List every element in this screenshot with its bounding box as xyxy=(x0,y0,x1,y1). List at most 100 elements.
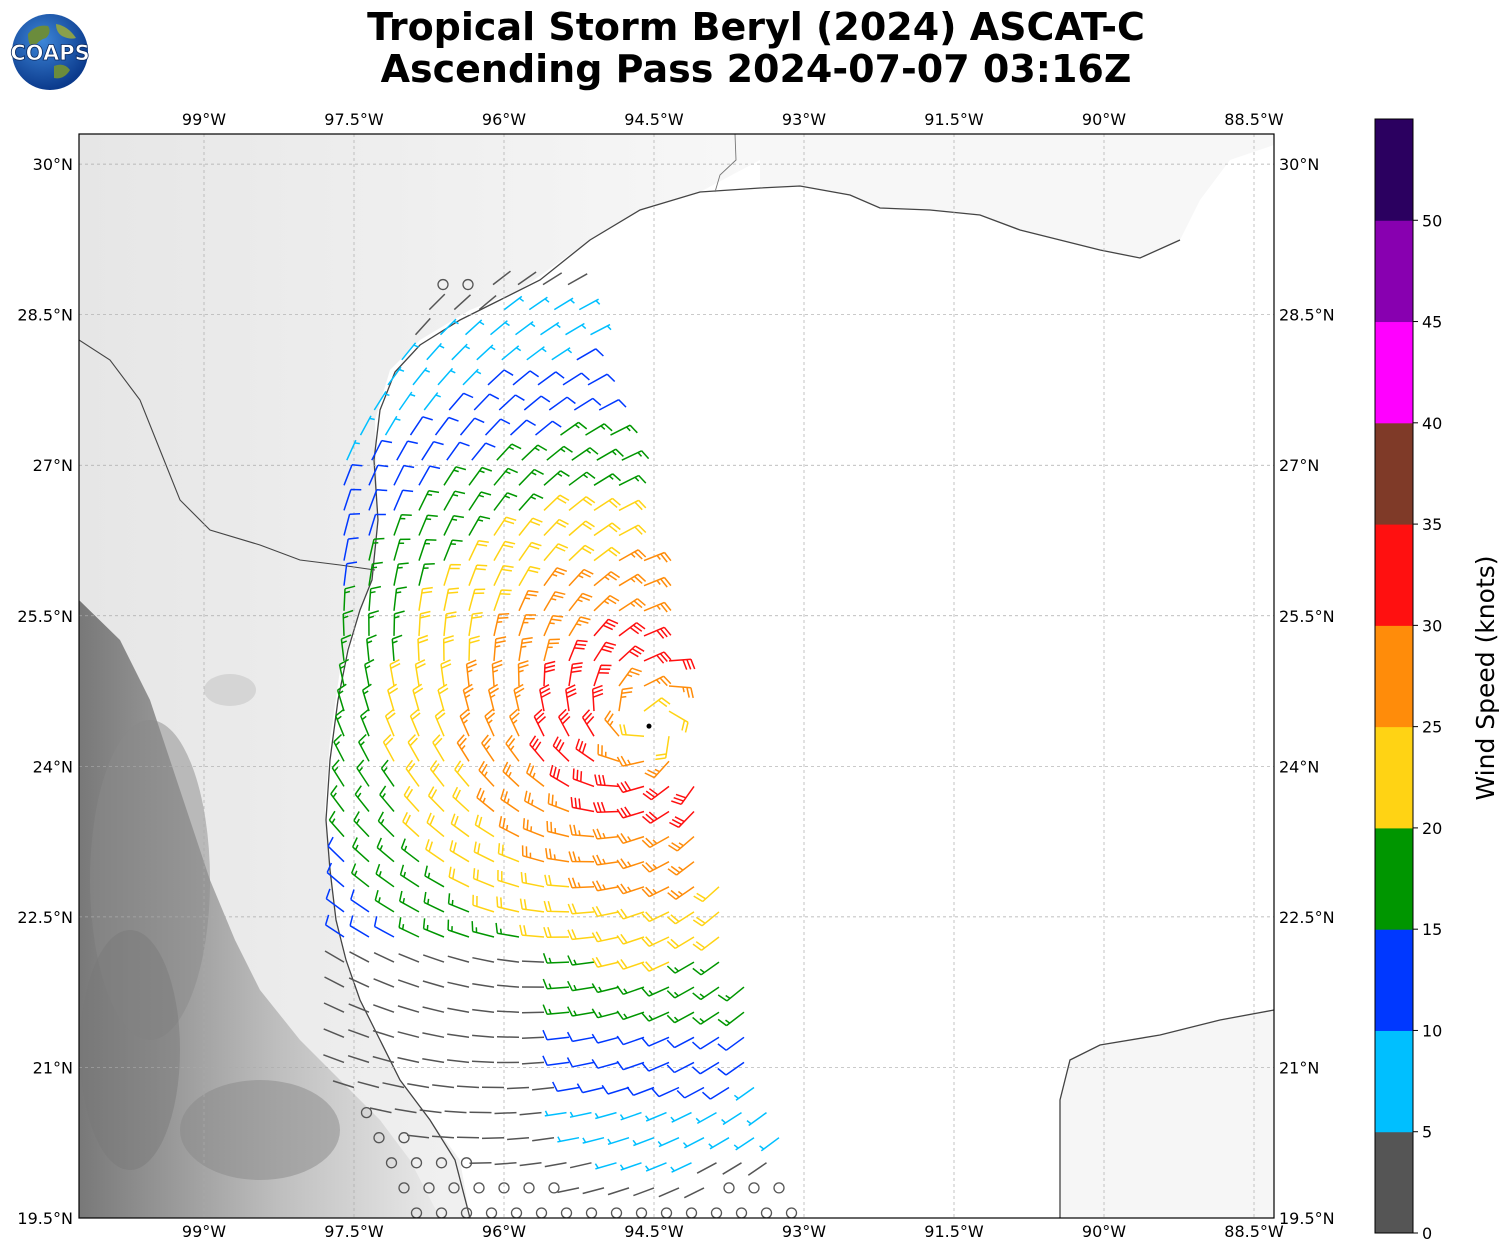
wind-barb-77 xyxy=(645,1111,667,1122)
wind-barb-173 xyxy=(472,956,495,963)
wind-barb-221 xyxy=(472,868,495,888)
wind-barb-132 xyxy=(717,1036,745,1051)
wind-barb-183 xyxy=(324,914,345,938)
wind-barb-206 xyxy=(496,896,520,913)
wind-barb-145 xyxy=(616,1010,645,1021)
wind-barb-355 xyxy=(543,638,560,662)
wind-barb-86 xyxy=(432,1084,455,1089)
wind-barb-130 xyxy=(666,1036,695,1049)
wind-barb-403 xyxy=(418,538,437,561)
wind-barb-161 xyxy=(591,983,620,994)
wind-barb-153 xyxy=(397,979,420,988)
wind-barb-26 xyxy=(633,1187,655,1197)
colorbar-label: Wind Speed (knots) xyxy=(1471,555,1500,800)
wind-barb-255 xyxy=(546,820,570,838)
wind-barb-339 xyxy=(491,659,503,687)
wind-barb-516 xyxy=(492,270,511,286)
wind-barb-45 xyxy=(696,1162,717,1174)
colorbar-tick-label-6: 30 xyxy=(1422,616,1442,635)
wind-barb-256 xyxy=(569,824,595,838)
wind-barb-436 xyxy=(618,499,647,512)
wind-barb-254 xyxy=(522,818,545,838)
wind-barb-54 xyxy=(507,1136,530,1141)
wind-barb-452 xyxy=(421,440,444,461)
wind-barb-484 xyxy=(437,367,456,386)
wind-barb-235 xyxy=(425,839,445,863)
wind-barb-112 xyxy=(641,1061,670,1072)
wind-barb-406 xyxy=(493,540,516,561)
wind-barb-404 xyxy=(443,539,463,561)
wind-barb-369 xyxy=(543,614,564,637)
wind-barb-371 xyxy=(593,618,619,637)
wind-barb-297 xyxy=(481,734,495,762)
wind-barb-455 xyxy=(496,443,522,461)
wind-barb-292 xyxy=(358,733,370,762)
wind-barb-489 xyxy=(562,372,590,386)
wind-barb-20 xyxy=(498,1182,510,1194)
wind-barb-216 xyxy=(351,863,370,888)
wind-barb-515 xyxy=(462,278,474,291)
wind-barb-318 xyxy=(655,736,670,761)
wind-barb-269 xyxy=(523,790,545,813)
wind-barb-148 xyxy=(692,1011,720,1025)
wind-barb-397 xyxy=(593,571,621,587)
wind-barb-97 xyxy=(702,1086,730,1100)
wind-barb-411 xyxy=(618,549,647,562)
wind-barb-87 xyxy=(456,1085,480,1089)
wind-barb-347 xyxy=(340,634,352,661)
wind-barb-497 xyxy=(551,347,573,361)
wind-barb-174 xyxy=(497,958,520,963)
wind-barb-402 xyxy=(393,538,411,561)
wind-barb-104 xyxy=(447,1059,470,1064)
wind-barb-264 xyxy=(403,785,420,813)
lon-label-top-6: 90°W xyxy=(1082,110,1126,129)
wind-barb-121 xyxy=(447,1033,470,1039)
border-us-mexico xyxy=(79,339,376,571)
wind-barb-63 xyxy=(733,1137,755,1151)
wind-barb-51 xyxy=(432,1135,455,1139)
wind-barb-323 xyxy=(437,683,449,712)
wind-barb-280 xyxy=(429,760,445,787)
wind-barb-93 xyxy=(601,1084,630,1095)
wind-barb-137 xyxy=(422,1006,445,1013)
coaps-logo: COAPS xyxy=(10,14,90,90)
wind-barb-478 xyxy=(523,395,551,411)
lat-label-right-7: 19.5°N xyxy=(1279,1209,1335,1228)
title-line-1: Tropical Storm Beryl (2024) ASCAT-C xyxy=(367,5,1145,49)
lon-label-bottom-6: 90°W xyxy=(1082,1222,1126,1241)
lon-label-top-7: 88.5°W xyxy=(1224,110,1284,129)
colorbar-frame xyxy=(1374,118,1414,1234)
wind-barb-203 xyxy=(423,891,445,913)
wind-barb-442 xyxy=(468,466,493,486)
wind-barb-124 xyxy=(521,1036,545,1040)
wind-barb-152 xyxy=(373,978,395,988)
wind-barb-94 xyxy=(626,1086,655,1097)
terrain-mountains xyxy=(79,600,440,1218)
lat-label-right-1: 28.5°N xyxy=(1279,306,1335,325)
wind-barb-181 xyxy=(666,961,695,974)
wind-barb-293 xyxy=(382,734,395,762)
wind-barb-96 xyxy=(676,1086,705,1099)
wind-barb-439 xyxy=(393,464,415,486)
wind-barb-150 xyxy=(324,976,345,988)
wind-barb-454 xyxy=(471,442,496,461)
wind-barb-324 xyxy=(462,683,474,712)
wind-barb-44 xyxy=(670,1162,692,1173)
wind-barb-188 xyxy=(447,919,470,938)
wind-barb-92 xyxy=(576,1083,605,1094)
wind-barb-360 xyxy=(668,658,696,670)
wind-barb-22 xyxy=(548,1182,560,1194)
lon-label-top-5: 91.5°W xyxy=(924,110,984,129)
wind-barb-169 xyxy=(373,952,395,963)
wind-barb-67 xyxy=(394,1108,417,1114)
wind-barb-310 xyxy=(459,708,471,737)
wind-barb-271 xyxy=(570,797,595,813)
wind-barb-341 xyxy=(543,660,556,687)
lat-label-left-5: 22.5°N xyxy=(17,908,73,927)
wind-barb-247 xyxy=(353,811,370,838)
wind-barb-80 xyxy=(721,1111,742,1126)
colorbar-bin-10-15 xyxy=(1375,929,1413,1031)
wind-barb-306 xyxy=(360,708,370,737)
wind-barb-245 xyxy=(667,861,695,876)
wind-barb-24 xyxy=(582,1187,605,1195)
